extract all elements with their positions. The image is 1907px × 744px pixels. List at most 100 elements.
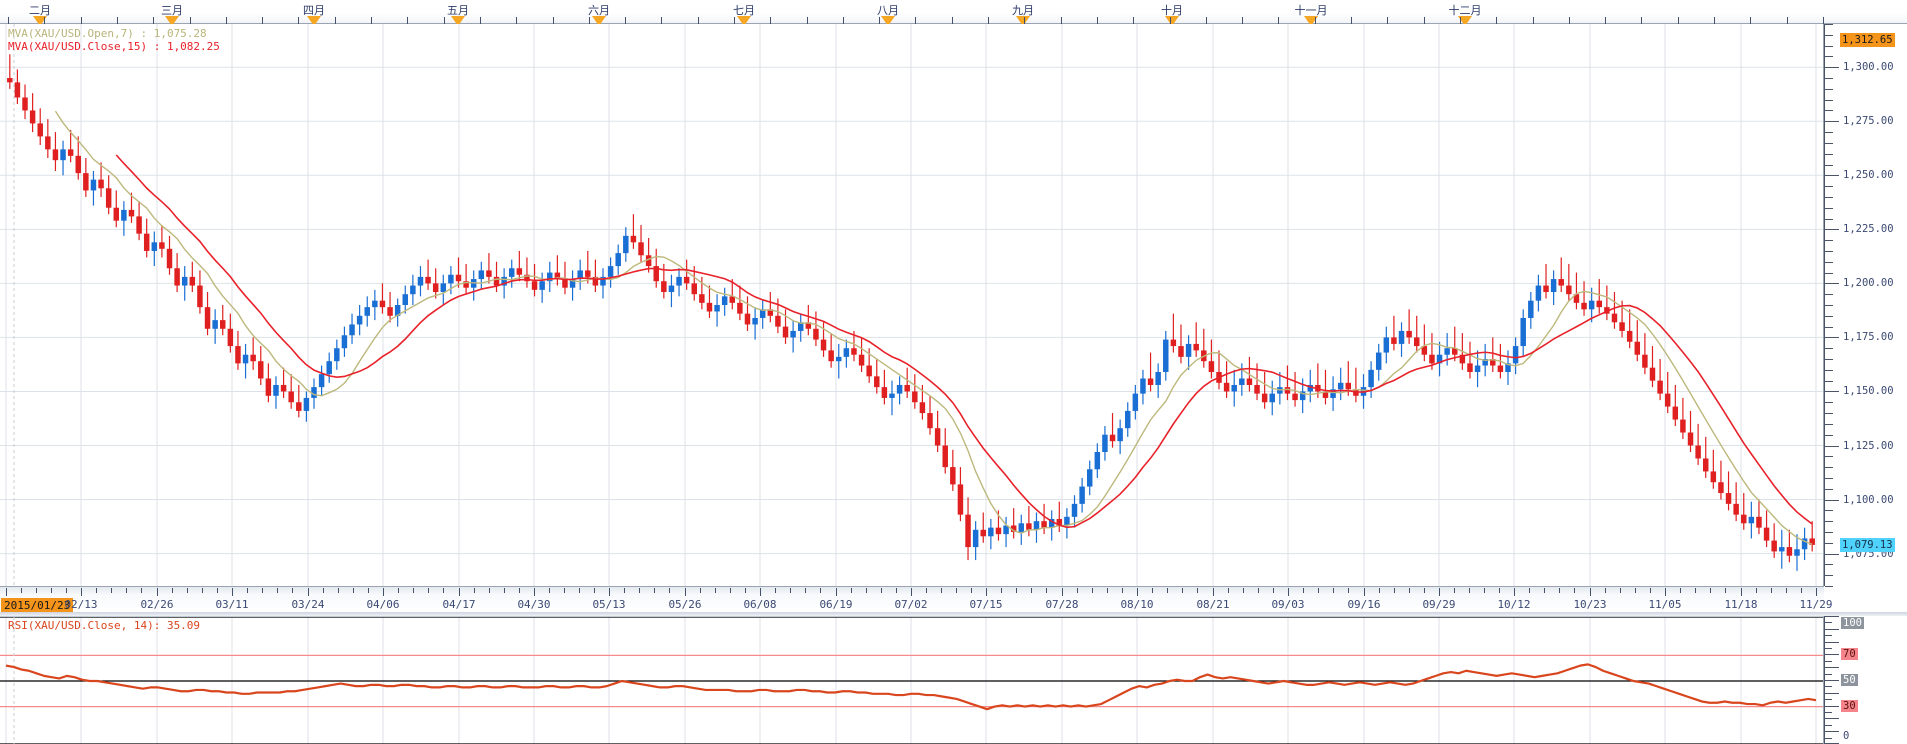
rsi-axis-label: 30: [1841, 699, 1858, 712]
date-tick-minor: [1695, 588, 1696, 593]
date-tick-minor: [745, 588, 746, 593]
price-tick: [1825, 359, 1833, 361]
price-axis-label: 1,225.00: [1843, 223, 1894, 236]
date-tick-minor: [1167, 588, 1168, 593]
rsi-axis[interactable]: 100 70 50 30 0: [1824, 616, 1907, 744]
date-tick-major: [1439, 588, 1440, 596]
date-tick-minor: [669, 588, 670, 593]
date-tick-minor: [51, 588, 52, 593]
date-tick-minor: [549, 588, 550, 593]
price-tick: [1825, 305, 1833, 306]
date-axis-label: 09/29: [1422, 598, 1456, 611]
price-chart-pane[interactable]: MVA(XAU/USD.Open,7) : 1,075.28 MVA(XAU/U…: [0, 24, 1824, 586]
date-tick-minor: [277, 588, 278, 593]
date-tick-minor: [504, 588, 505, 593]
price-axis[interactable]: 1,300.00 1,275.00 1,250.00 1,225.00 1,200.00…: [1824, 24, 1907, 587]
month-marker-triangle-icon: [451, 16, 465, 26]
date-axis-label: 10/12: [1497, 598, 1531, 611]
price-tick: [1825, 250, 1833, 252]
rsi-tick: [1825, 673, 1832, 675]
date-tick-minor: [217, 588, 218, 593]
rsi-tick: [1825, 680, 1839, 681]
price-tick: [1825, 423, 1833, 425]
price-tick: [1825, 99, 1833, 101]
month-tick: [1242, 17, 1243, 24]
price-tick: [1825, 88, 1833, 90]
month-marker-triangle-icon: [737, 16, 751, 26]
month-marker-triangle-icon: [33, 16, 47, 26]
month-marker-triangle-icon: [881, 16, 895, 26]
rsi-tick: [1825, 667, 1839, 669]
date-tick-minor: [1318, 588, 1319, 593]
date-tick-minor: [775, 588, 776, 593]
month-tick: [480, 17, 481, 24]
date-tick-major: [1213, 588, 1214, 596]
rsi-tick: [1825, 648, 1832, 649]
month-tick: [1424, 17, 1425, 24]
date-tick-minor: [1544, 588, 1545, 593]
date-tick-minor: [1092, 588, 1093, 593]
month-tick: [807, 17, 808, 24]
date-tick-minor: [1469, 588, 1470, 593]
rsi-tick: [1825, 616, 1839, 617]
price-tick: [1825, 499, 1839, 501]
price-axis-label: 1,200.00: [1843, 277, 1894, 290]
date-tick-minor: [941, 588, 942, 593]
date-tick-major: [836, 588, 837, 596]
rsi-plot: [0, 617, 1823, 744]
month-marker-triangle-icon: [165, 16, 179, 26]
legend-ma7: MVA(XAU/USD.Open,7) : 1,075.28: [8, 27, 207, 40]
date-tick-minor: [1620, 588, 1621, 593]
month-tick: [1750, 17, 1751, 24]
month-tick: [81, 17, 82, 24]
date-tick-minor: [1016, 588, 1017, 593]
price-tick: [1825, 294, 1833, 296]
month-tick: [407, 17, 408, 24]
price-tick: [1825, 467, 1833, 469]
month-label: 二月: [29, 4, 51, 17]
price-tick: [1825, 510, 1833, 512]
price-tick: [1825, 218, 1833, 220]
rsi-tick: [1825, 622, 1832, 624]
month-marker-triangle-icon: [1304, 16, 1318, 26]
month-tick: [516, 17, 517, 24]
date-axis-label: 06/08: [743, 598, 777, 611]
month-marker-triangle-icon: [592, 16, 606, 26]
price-axis-label: 1,275.00: [1843, 115, 1894, 128]
price-tick: [1825, 45, 1833, 47]
date-axis-label: 04/17: [442, 598, 476, 611]
date-tick-minor: [1725, 588, 1726, 593]
rsi-indicator-pane[interactable]: RSI(XAU/USD.Close, 14): 35.09: [0, 616, 1824, 744]
month-tick: [1315, 17, 1316, 24]
date-tick-minor: [805, 588, 806, 593]
price-tick: [1825, 153, 1833, 155]
date-axis-label: 05/26: [668, 598, 702, 611]
date-tick-major: [534, 588, 535, 596]
date-tick-minor: [66, 588, 67, 593]
date-axis-label: 11/29: [1799, 598, 1833, 611]
month-tick: [1605, 17, 1606, 24]
date-tick-minor: [1001, 588, 1002, 593]
date-axis-label: 02/13: [64, 598, 98, 611]
date-tick-major: [1137, 588, 1138, 596]
date-axis[interactable]: 2015/01/23 02/13 02/26 03/11 03/24 04/06 04/17…: [0, 586, 1833, 613]
date-tick-minor: [1348, 588, 1349, 593]
month-tick: [952, 17, 953, 24]
date-tick-major: [1364, 588, 1365, 596]
rsi-axis-label: 70: [1841, 648, 1858, 661]
price-tick: [1825, 456, 1833, 458]
month-tick: [1823, 17, 1824, 24]
date-tick-major: [157, 588, 158, 596]
legend-rsi: RSI(XAU/USD.Close, 14): 35.09: [8, 619, 201, 632]
date-axis-label: 04/06: [366, 598, 400, 611]
price-tick: [1825, 445, 1839, 447]
price-tick: [1825, 380, 1833, 382]
price-tick: [1825, 531, 1833, 533]
date-tick-minor: [1273, 588, 1274, 593]
date-tick-minor: [338, 588, 339, 593]
date-axis-label: 07/02: [894, 598, 928, 611]
month-tick: [1206, 17, 1207, 24]
price-axis-label: 1,100.00: [1843, 493, 1894, 506]
month-tick: [1351, 17, 1352, 24]
price-tick: [1825, 337, 1839, 339]
